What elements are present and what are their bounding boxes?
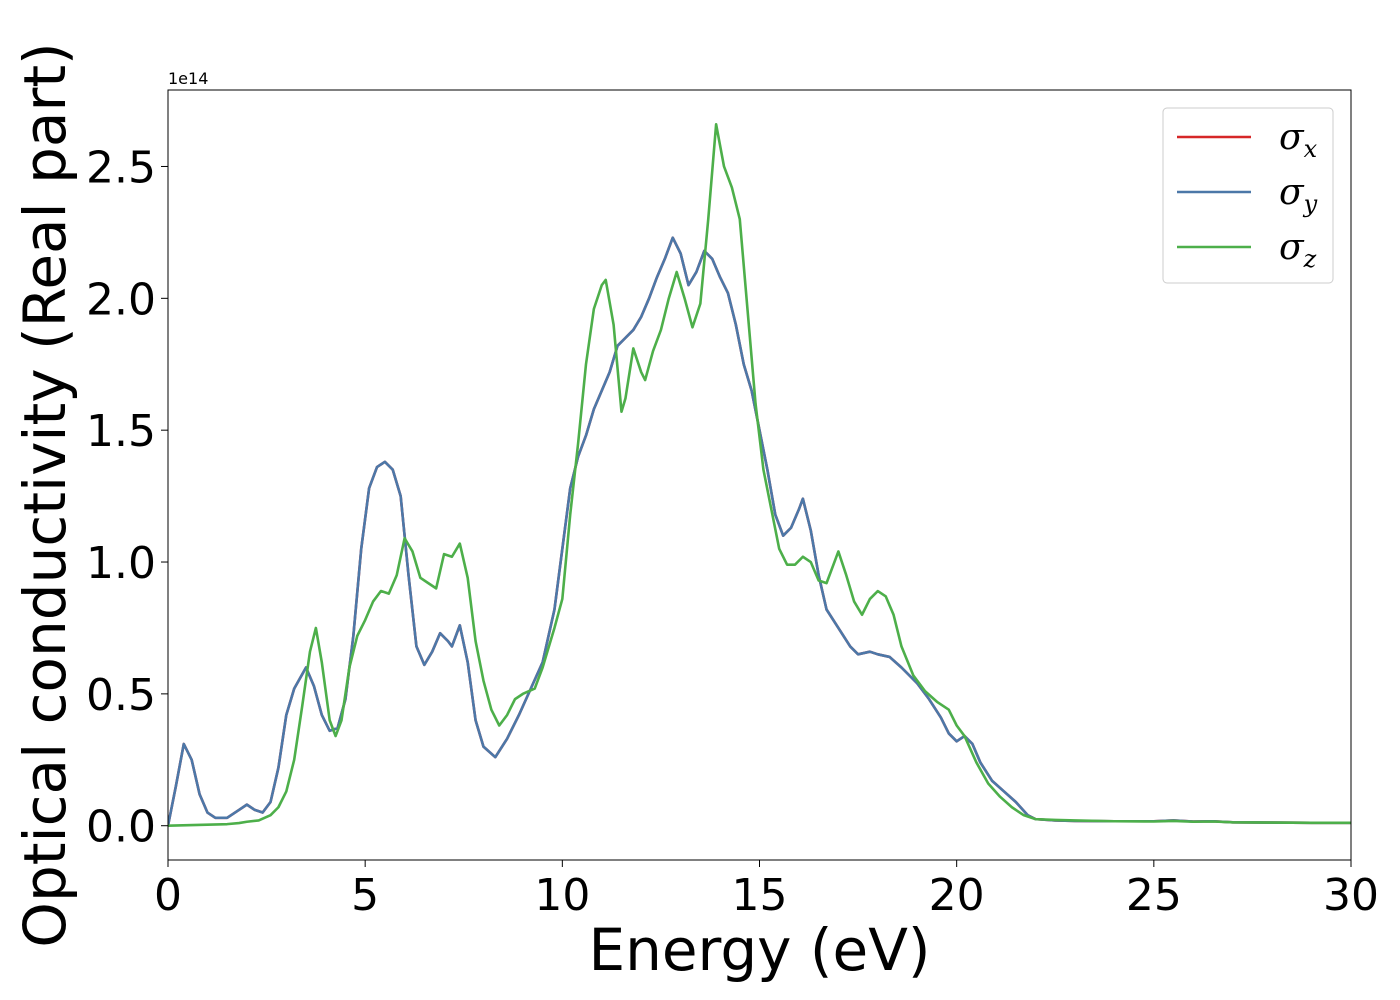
legend-label-subscript: y [1303,190,1318,218]
y-axis: 0.0 0.5 1.0 1.5 2.0 2.5 [86,142,168,853]
legend-label-y: σy [1279,172,1318,218]
legend-label-symbol: σ [1279,172,1305,213]
x-tick-label: 15 [732,870,788,921]
legend-label-x: σx [1279,117,1318,163]
y-offset-label: 1e14 [168,69,208,88]
y-tick-label: 0.0 [86,802,156,853]
y-tick-label: 2.5 [86,142,156,193]
y-tick-label: 0.5 [86,670,156,721]
series-layer [168,122,1351,828]
legend-label-subscript: x [1304,135,1318,163]
series-line-x [168,236,1351,828]
y-tick-label: 1.5 [86,406,156,457]
legend-label-symbol: σ [1279,227,1305,268]
legend-label-z: σz [1279,227,1317,273]
x-tick-label: 10 [534,870,590,921]
legend-label-subscript: z [1303,245,1317,273]
x-tick-label: 0 [154,870,182,921]
x-tick-label: 30 [1323,870,1379,921]
legend-label-symbol: σ [1279,117,1305,158]
series-line-y [168,236,1351,828]
x-tick-label: 5 [351,870,379,921]
y-axis-title: Optical conductivity (Real part) [11,42,79,947]
y-tick-label: 2.0 [86,274,156,325]
x-axis: 0 5 10 15 20 25 30 [154,860,1379,921]
x-tick-label: 25 [1126,870,1182,921]
legend-box [1162,107,1334,284]
x-axis-title: Energy (eV) [588,916,930,984]
x-tick-label: 20 [929,870,985,921]
series-line-z [168,122,1351,828]
y-tick-label: 1.0 [86,538,156,589]
